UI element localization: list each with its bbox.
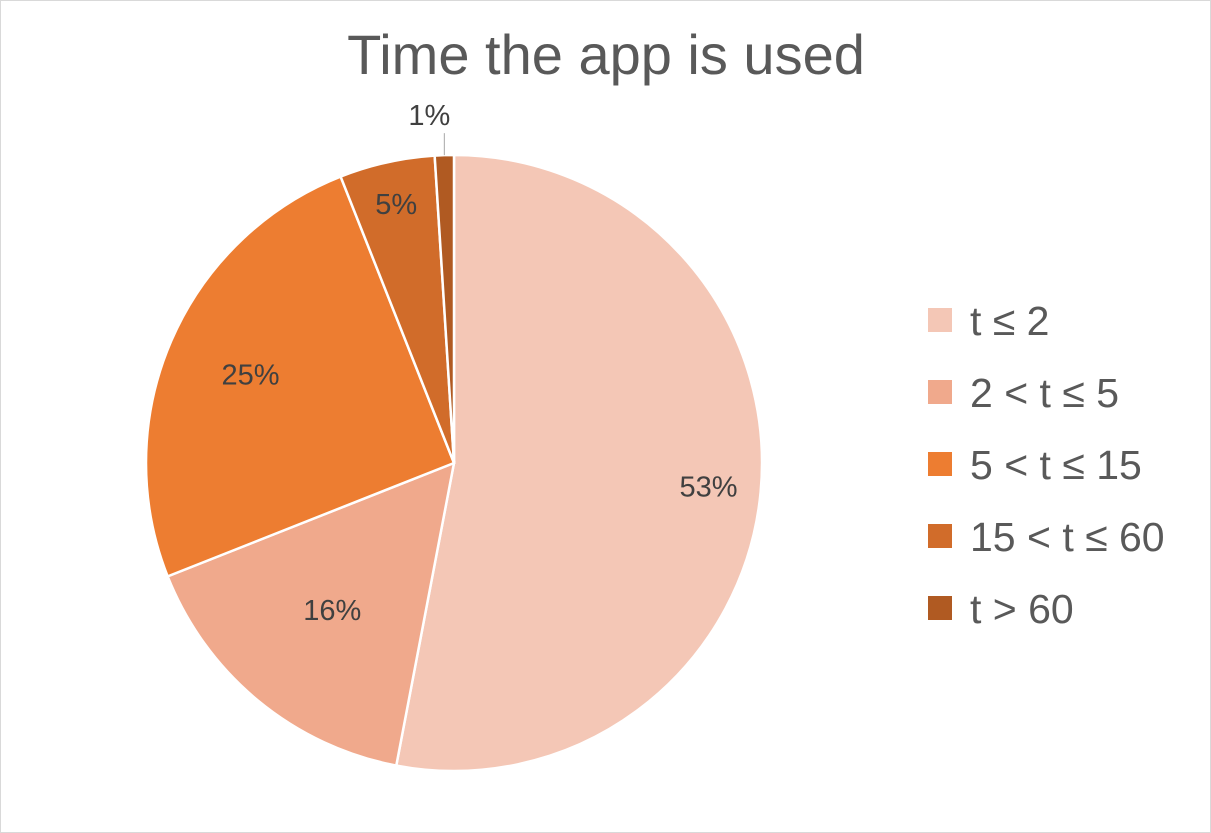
legend-label: 2 < t ≤ 5 bbox=[970, 370, 1119, 416]
legend-swatch bbox=[928, 308, 952, 332]
legend-label: 15 < t ≤ 60 bbox=[970, 514, 1165, 560]
legend-swatch bbox=[928, 452, 952, 476]
data-label: 16% bbox=[303, 595, 361, 627]
legend-swatch bbox=[928, 524, 952, 548]
pie-slices bbox=[144, 153, 764, 773]
legend-label: t > 60 bbox=[970, 586, 1074, 632]
pie-slice bbox=[144, 175, 456, 579]
pie-slice bbox=[394, 153, 764, 773]
pie-slice bbox=[166, 461, 456, 768]
pie-data-labels: 53% 16% 25% 5% 1% bbox=[221, 100, 737, 627]
chart-title: Time the app is used bbox=[347, 23, 865, 86]
legend-label: 5 < t ≤ 15 bbox=[970, 442, 1142, 488]
data-label: 5% bbox=[375, 189, 417, 221]
legend: t ≤ 2 2 < t ≤ 5 5 < t ≤ 15 15 < t ≤ 60 t > 6… bbox=[928, 298, 1165, 632]
legend-label: t ≤ 2 bbox=[970, 298, 1049, 344]
data-label: 25% bbox=[221, 360, 279, 392]
pie-slice bbox=[433, 153, 456, 464]
legend-swatch bbox=[928, 596, 952, 620]
legend-swatch bbox=[928, 380, 952, 404]
data-label: 53% bbox=[679, 472, 737, 504]
data-label: 1% bbox=[408, 100, 450, 132]
